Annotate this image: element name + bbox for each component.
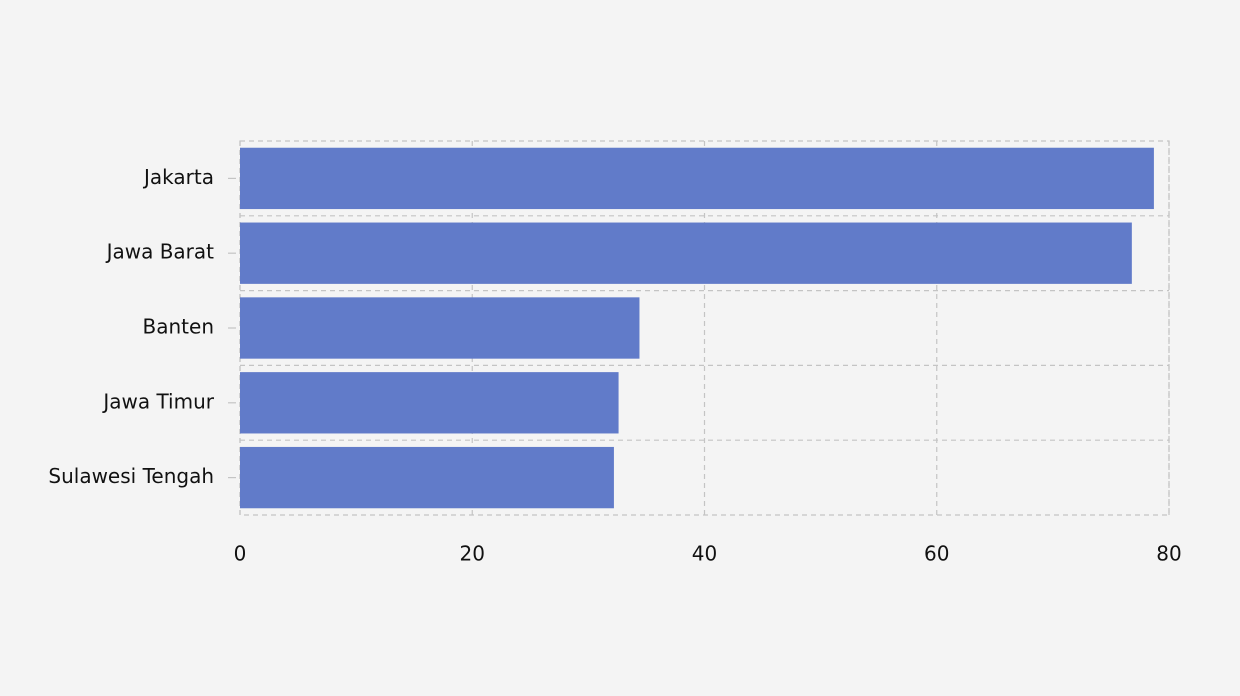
bar <box>240 446 614 509</box>
x-tick-label: 80 <box>1156 542 1181 566</box>
bar <box>240 297 640 359</box>
y-tick-label: Sulawesi Tengah <box>48 464 214 488</box>
y-tick-label: Jawa Timur <box>101 389 214 413</box>
y-tick-label: Jawa Barat <box>105 240 215 264</box>
x-tick-label: 20 <box>460 542 485 566</box>
x-tick-label: 60 <box>924 542 949 566</box>
bar <box>240 147 1154 210</box>
x-tick-label: 0 <box>234 542 247 566</box>
y-tick-label: Jakarta <box>142 165 214 189</box>
x-tick-label: 40 <box>692 542 717 566</box>
y-tick-label: Banten <box>143 315 214 339</box>
bar <box>240 222 1132 284</box>
bar <box>240 372 619 434</box>
